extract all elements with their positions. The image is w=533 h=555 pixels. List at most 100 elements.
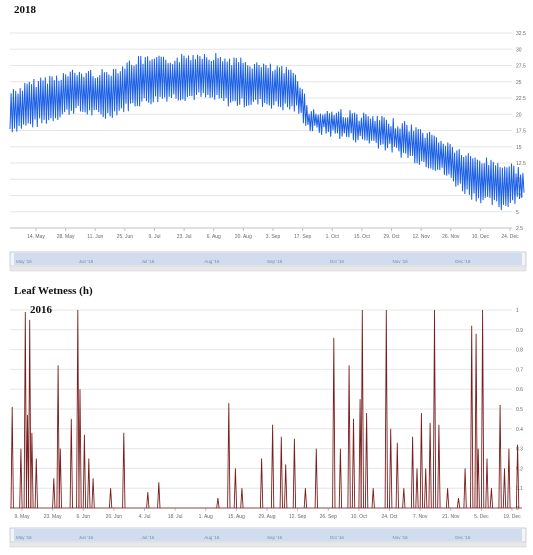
x-tick-label: 26. Sep <box>320 514 337 520</box>
y-tick-label: 17.5 <box>516 129 526 135</box>
x-tick-label: 10. Dec <box>472 234 490 240</box>
wetness-spike <box>314 448 318 509</box>
leaf-wetness-series <box>10 309 520 509</box>
y-tick-label: 32.5 <box>516 31 526 37</box>
wetness-spike <box>146 492 150 509</box>
wetness-spike <box>292 438 297 509</box>
y-tick-label: 30 <box>516 47 522 53</box>
y-tick-label: 0.9 <box>516 328 523 334</box>
x-tick-label: 19. Dec <box>503 514 521 520</box>
x-tick-label: 12. Sep <box>289 514 306 520</box>
temperature-chart-svg: 2.557.51012.51517.52022.52527.53032.514.… <box>9 31 527 272</box>
navigator-selection <box>14 529 522 541</box>
navigator-label: Jun '16 <box>79 535 94 540</box>
wetness-spike <box>445 488 450 509</box>
y-tick-label: 12.5 <box>516 161 526 167</box>
x-tick-label: 1. Aug <box>199 514 213 520</box>
x-tick-label: 23. Jul <box>177 234 192 240</box>
x-tick-label: 17. Sep <box>294 234 311 240</box>
navigator-label: Aug '18 <box>204 259 220 264</box>
navigator-label: Sep '16 <box>267 535 283 540</box>
x-tick-label: 18. Jul <box>168 514 183 520</box>
x-tick-label: 21. Nov <box>442 514 460 520</box>
wetness-spike <box>30 432 34 509</box>
wetness-spike <box>480 309 485 509</box>
leaf-wetness-chart-svg: 0 0.1 0.2 0.3 0.4 0.5 0.6 0.7 0.8 0.9 1 9. May 23. M… <box>9 308 527 548</box>
wetness-spike <box>52 478 56 509</box>
wetness-spike <box>332 337 336 509</box>
wetness-spike <box>437 424 441 509</box>
wetness-spike <box>76 309 80 509</box>
temperature-series-line <box>9 52 525 211</box>
navigator-label: Aug '16 <box>204 535 220 540</box>
x-tick-label: 20. Aug <box>235 234 252 240</box>
chart-title-2016: 2016 <box>30 304 52 316</box>
x-tick-label: 4. Jul <box>139 514 151 520</box>
wetness-spike <box>91 478 95 509</box>
navigator-selection <box>14 253 522 265</box>
navigator-label: Nov '18 <box>393 259 409 264</box>
wetness-spike <box>108 488 113 509</box>
x-tick-label: 3. Sep <box>266 234 281 240</box>
x-tick-label: 9. Jul <box>149 234 161 240</box>
wetness-spike <box>428 422 432 509</box>
x-tick-label: 6. Aug <box>207 234 221 240</box>
y-tick-label: 2.5 <box>516 226 523 232</box>
x-tick-label: 11. Jun <box>87 234 103 240</box>
x-tick-label: 15. Aug <box>228 514 245 520</box>
x-tick-label: 9. May <box>14 514 30 520</box>
wetness-spike <box>259 458 264 509</box>
x-tick-label: 23. May <box>44 514 62 520</box>
wetness-spike <box>227 403 231 509</box>
wetness-spike <box>515 444 520 509</box>
x-tick-label: 5. Dec <box>474 514 489 520</box>
x-tick-label: 1. Oct <box>326 234 340 240</box>
wetness-spike <box>502 468 507 509</box>
wetness-spike <box>485 458 489 509</box>
x-tick-label: 29. Oct <box>383 234 400 240</box>
wetness-spike <box>78 389 82 509</box>
wetness-spike <box>389 428 393 509</box>
wetness-spike <box>489 488 494 509</box>
x-tick-label: 15. Oct <box>354 234 371 240</box>
navigator-label: Dec '16 <box>455 535 471 540</box>
wetness-spike <box>233 468 238 509</box>
y-tick-label: 0.8 <box>516 348 523 354</box>
y-tick-label: 0.7 <box>516 367 523 373</box>
y-tick-label: 0.4 <box>516 427 523 433</box>
wetness-spike <box>303 488 308 509</box>
wetness-spike <box>384 309 388 509</box>
wetness-spike <box>410 436 415 509</box>
x-tick-label: 6. Jun <box>76 514 90 520</box>
x-tick-label: 20. Jun <box>106 514 123 520</box>
wetness-spike <box>338 448 343 509</box>
wetness-spike <box>424 468 428 509</box>
navigator-label: Oct '18 <box>330 259 345 264</box>
wetness-spike <box>122 432 126 509</box>
navigator-scrollbar <box>9 265 527 272</box>
navigator-label: Oct '16 <box>330 535 345 540</box>
y-tick-label: 1 <box>516 308 519 314</box>
wetness-spike <box>371 488 375 509</box>
x-tick-label: 7. Nov <box>413 514 428 520</box>
leaf-wetness-chart-2016: 2016 0 0.1 0.2 0.3 0.4 0.5 0.6 0.7 0.8 0.9 1 9. May… <box>0 282 533 550</box>
wetness-spike <box>58 448 62 509</box>
wetness-spike <box>419 412 424 509</box>
wetness-spike <box>476 448 480 509</box>
wetness-spike <box>284 464 288 509</box>
navigator-label: Jun '18 <box>79 259 94 264</box>
wetness-spike <box>23 311 27 509</box>
wetness-spike <box>347 365 351 509</box>
wetness-spike <box>157 482 161 509</box>
x-tick-label: 14. May <box>27 234 45 240</box>
y-tick-label: 15 <box>516 145 522 151</box>
y-tick-label: 0 <box>516 506 519 512</box>
wetness-spike <box>216 498 220 509</box>
navigator-scrollbar <box>9 541 527 548</box>
wetness-spike <box>456 498 461 509</box>
x-tick-label: 26. Nov <box>442 234 460 240</box>
wetness-spike <box>415 468 419 509</box>
x-tick-label: 28. May <box>57 234 75 240</box>
wetness-spike <box>470 325 474 509</box>
navigator-label: Nov '16 <box>393 535 409 540</box>
